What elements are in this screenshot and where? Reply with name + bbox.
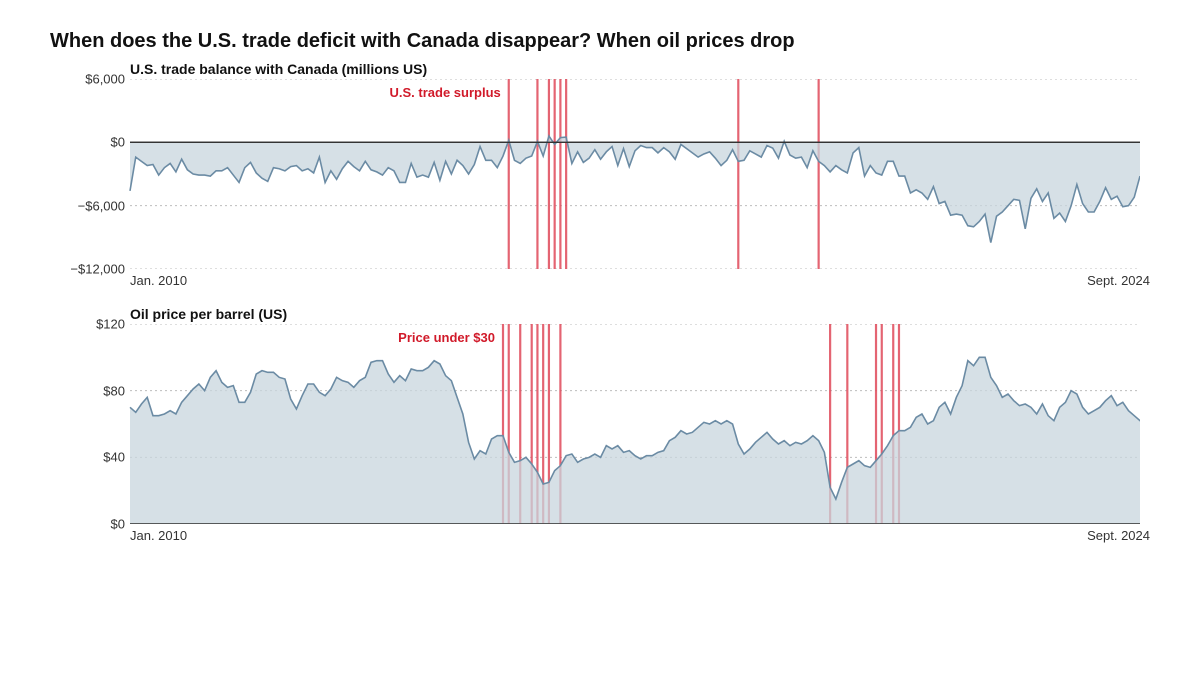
ytick-label: $0 [111, 517, 125, 532]
ytick-label: $0 [111, 135, 125, 150]
chart1-subtitle: U.S. trade balance with Canada (millions… [130, 61, 1150, 77]
ytick-label: −$6,000 [78, 198, 125, 213]
ytick-label: $80 [103, 383, 125, 398]
chart1-xlabels: Jan. 2010 Sept. 2024 [130, 273, 1150, 288]
chart1-svg [50, 79, 1140, 269]
chart2-xstart: Jan. 2010 [130, 528, 187, 543]
chart1-xstart: Jan. 2010 [130, 273, 187, 288]
chart2-xlabels: Jan. 2010 Sept. 2024 [130, 528, 1150, 543]
chart1-xend: Sept. 2024 [1087, 273, 1150, 288]
ytick-label: $120 [96, 317, 125, 332]
chart2-annotation: Price under $30 [398, 330, 495, 345]
ytick-label: −$12,000 [70, 262, 125, 277]
chart2-subtitle: Oil price per barrel (US) [130, 306, 1150, 322]
chart1-container: U.S. trade surplus −$12,000−$6,000$0$6,0… [50, 79, 1150, 269]
page-title: When does the U.S. trade deficit with Ca… [50, 30, 1150, 53]
chart1-annotation: U.S. trade surplus [390, 85, 501, 100]
chart2-container: Price under $30 $0$40$80$120 [50, 324, 1150, 524]
chart2-svg [50, 324, 1140, 524]
ytick-label: $6,000 [85, 72, 125, 87]
ytick-label: $40 [103, 450, 125, 465]
chart2-xend: Sept. 2024 [1087, 528, 1150, 543]
